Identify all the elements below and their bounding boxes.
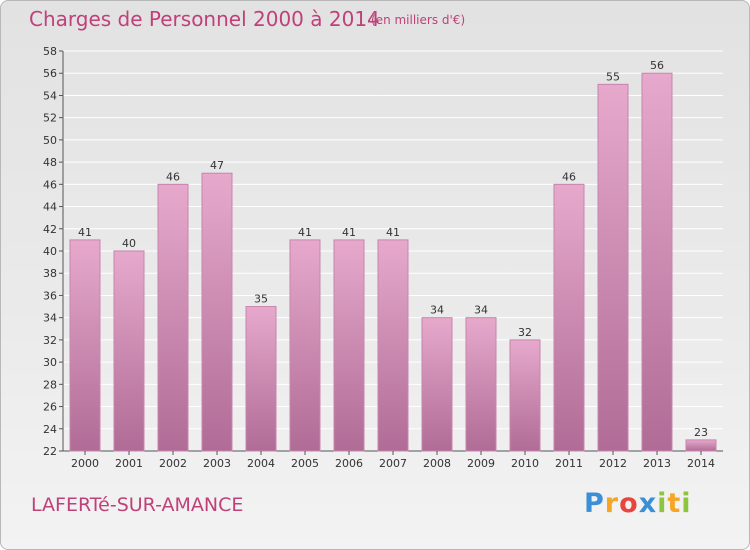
bar [641,72,673,452]
brand-letter: t [667,488,682,519]
x-tick-label: 2001 [115,457,143,470]
x-tick-label: 2002 [159,457,187,470]
data-label: 23 [694,426,708,439]
data-label: 41 [386,226,400,239]
bar [157,183,189,452]
x-tick-label: 2014 [687,457,715,470]
y-tick-label: 58 [43,45,57,58]
data-label: 46 [166,170,180,183]
x-tick-label: 2003 [203,457,231,470]
data-label: 35 [254,293,268,306]
data-label: 34 [430,304,444,317]
data-label: 41 [78,226,92,239]
bar [201,172,233,452]
chart-subtitle: (en milliers d'€) [371,13,466,27]
x-tick-label: 2011 [555,457,583,470]
data-label: 40 [122,237,136,250]
y-tick-label: 52 [43,112,57,125]
data-label: 32 [518,326,532,339]
chart-title: Charges de Personnel 2000 à 2014 [29,7,380,31]
bar [509,339,541,452]
y-tick-label: 30 [43,356,57,369]
x-tick-label: 2004 [247,457,275,470]
x-tick-label: 2012 [599,457,627,470]
bar [377,239,409,452]
y-tick-label: 42 [43,223,57,236]
place-name: LAFERTé-SUR-AMANCE [31,494,244,516]
bar [597,83,629,452]
data-label: 34 [474,304,488,317]
brand-letter: i [657,488,668,519]
x-tick-label: 2008 [423,457,451,470]
y-tick-label: 24 [43,423,57,436]
y-tick-label: 40 [43,245,57,258]
data-label: 41 [342,226,356,239]
proxiti-logo: Proxiti [584,488,692,519]
data-label: 56 [650,59,664,72]
y-tick-label: 48 [43,156,57,169]
x-tick-label: 2006 [335,457,363,470]
y-tick-label: 36 [43,289,57,302]
bar [113,250,145,452]
brand-letter: o [619,488,639,519]
data-label: 55 [606,70,620,83]
brand-letter: x [638,488,658,519]
bar [333,239,365,452]
bar [465,317,497,452]
data-label: 41 [298,226,312,239]
y-tick-label: 32 [43,334,57,347]
y-tick-label: 54 [43,89,57,102]
bar [245,306,277,452]
y-tick-label: 46 [43,178,57,191]
y-tick-label: 44 [43,201,57,214]
data-label: 47 [210,159,224,172]
y-tick-label: 26 [43,401,57,414]
y-tick-label: 50 [43,134,57,147]
x-tick-label: 2010 [511,457,539,470]
y-tick-label: 38 [43,267,57,280]
brand-letter: i [681,488,692,519]
brand-letter: P [584,488,605,519]
brand-letter: r [604,488,620,519]
bar [69,239,101,452]
y-tick-label: 28 [43,378,57,391]
data-label: 46 [562,170,576,183]
y-tick-label: 34 [43,312,57,325]
x-tick-label: 2013 [643,457,671,470]
x-tick-label: 2007 [379,457,407,470]
x-tick-label: 2000 [71,457,99,470]
bar [289,239,321,452]
bar [685,439,717,452]
x-tick-label: 2009 [467,457,495,470]
y-tick-label: 56 [43,67,57,80]
bar [421,317,453,452]
x-tick-label: 2005 [291,457,319,470]
y-tick-label: 22 [43,445,57,458]
bar [553,183,585,452]
